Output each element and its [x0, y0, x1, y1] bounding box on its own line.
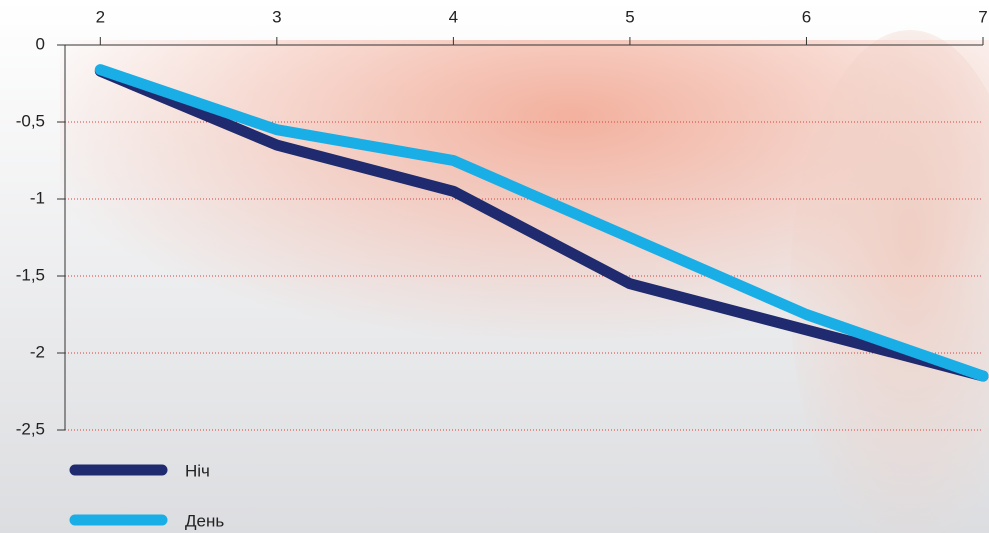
page: 0-0,5-1-1,5-2-2,5234567НічДень (() => { …: [0, 0, 989, 533]
x-tick-label: 5: [625, 7, 634, 26]
y-tick-label: -1: [30, 188, 45, 207]
y-tick-label: -2,5: [16, 419, 45, 438]
y-tick-label: -2: [30, 342, 45, 361]
y-tick-label: -0,5: [16, 111, 45, 130]
x-tick-label: 3: [272, 7, 281, 26]
x-tick-label: 2: [96, 7, 105, 26]
legend-label: День: [185, 511, 224, 530]
chart: 0 -0,5 -1 -1,5 -2 -2,5 2 3 4 5 6 7 Ніч День: [0, 0, 989, 533]
y-tick-label: 0: [36, 34, 45, 53]
x-tick-label: 4: [449, 7, 458, 26]
x-tick-label: 7: [978, 7, 987, 26]
legend-label: Ніч: [185, 461, 210, 480]
x-tick-label: 6: [802, 7, 811, 26]
y-tick-label: -1,5: [16, 265, 45, 284]
